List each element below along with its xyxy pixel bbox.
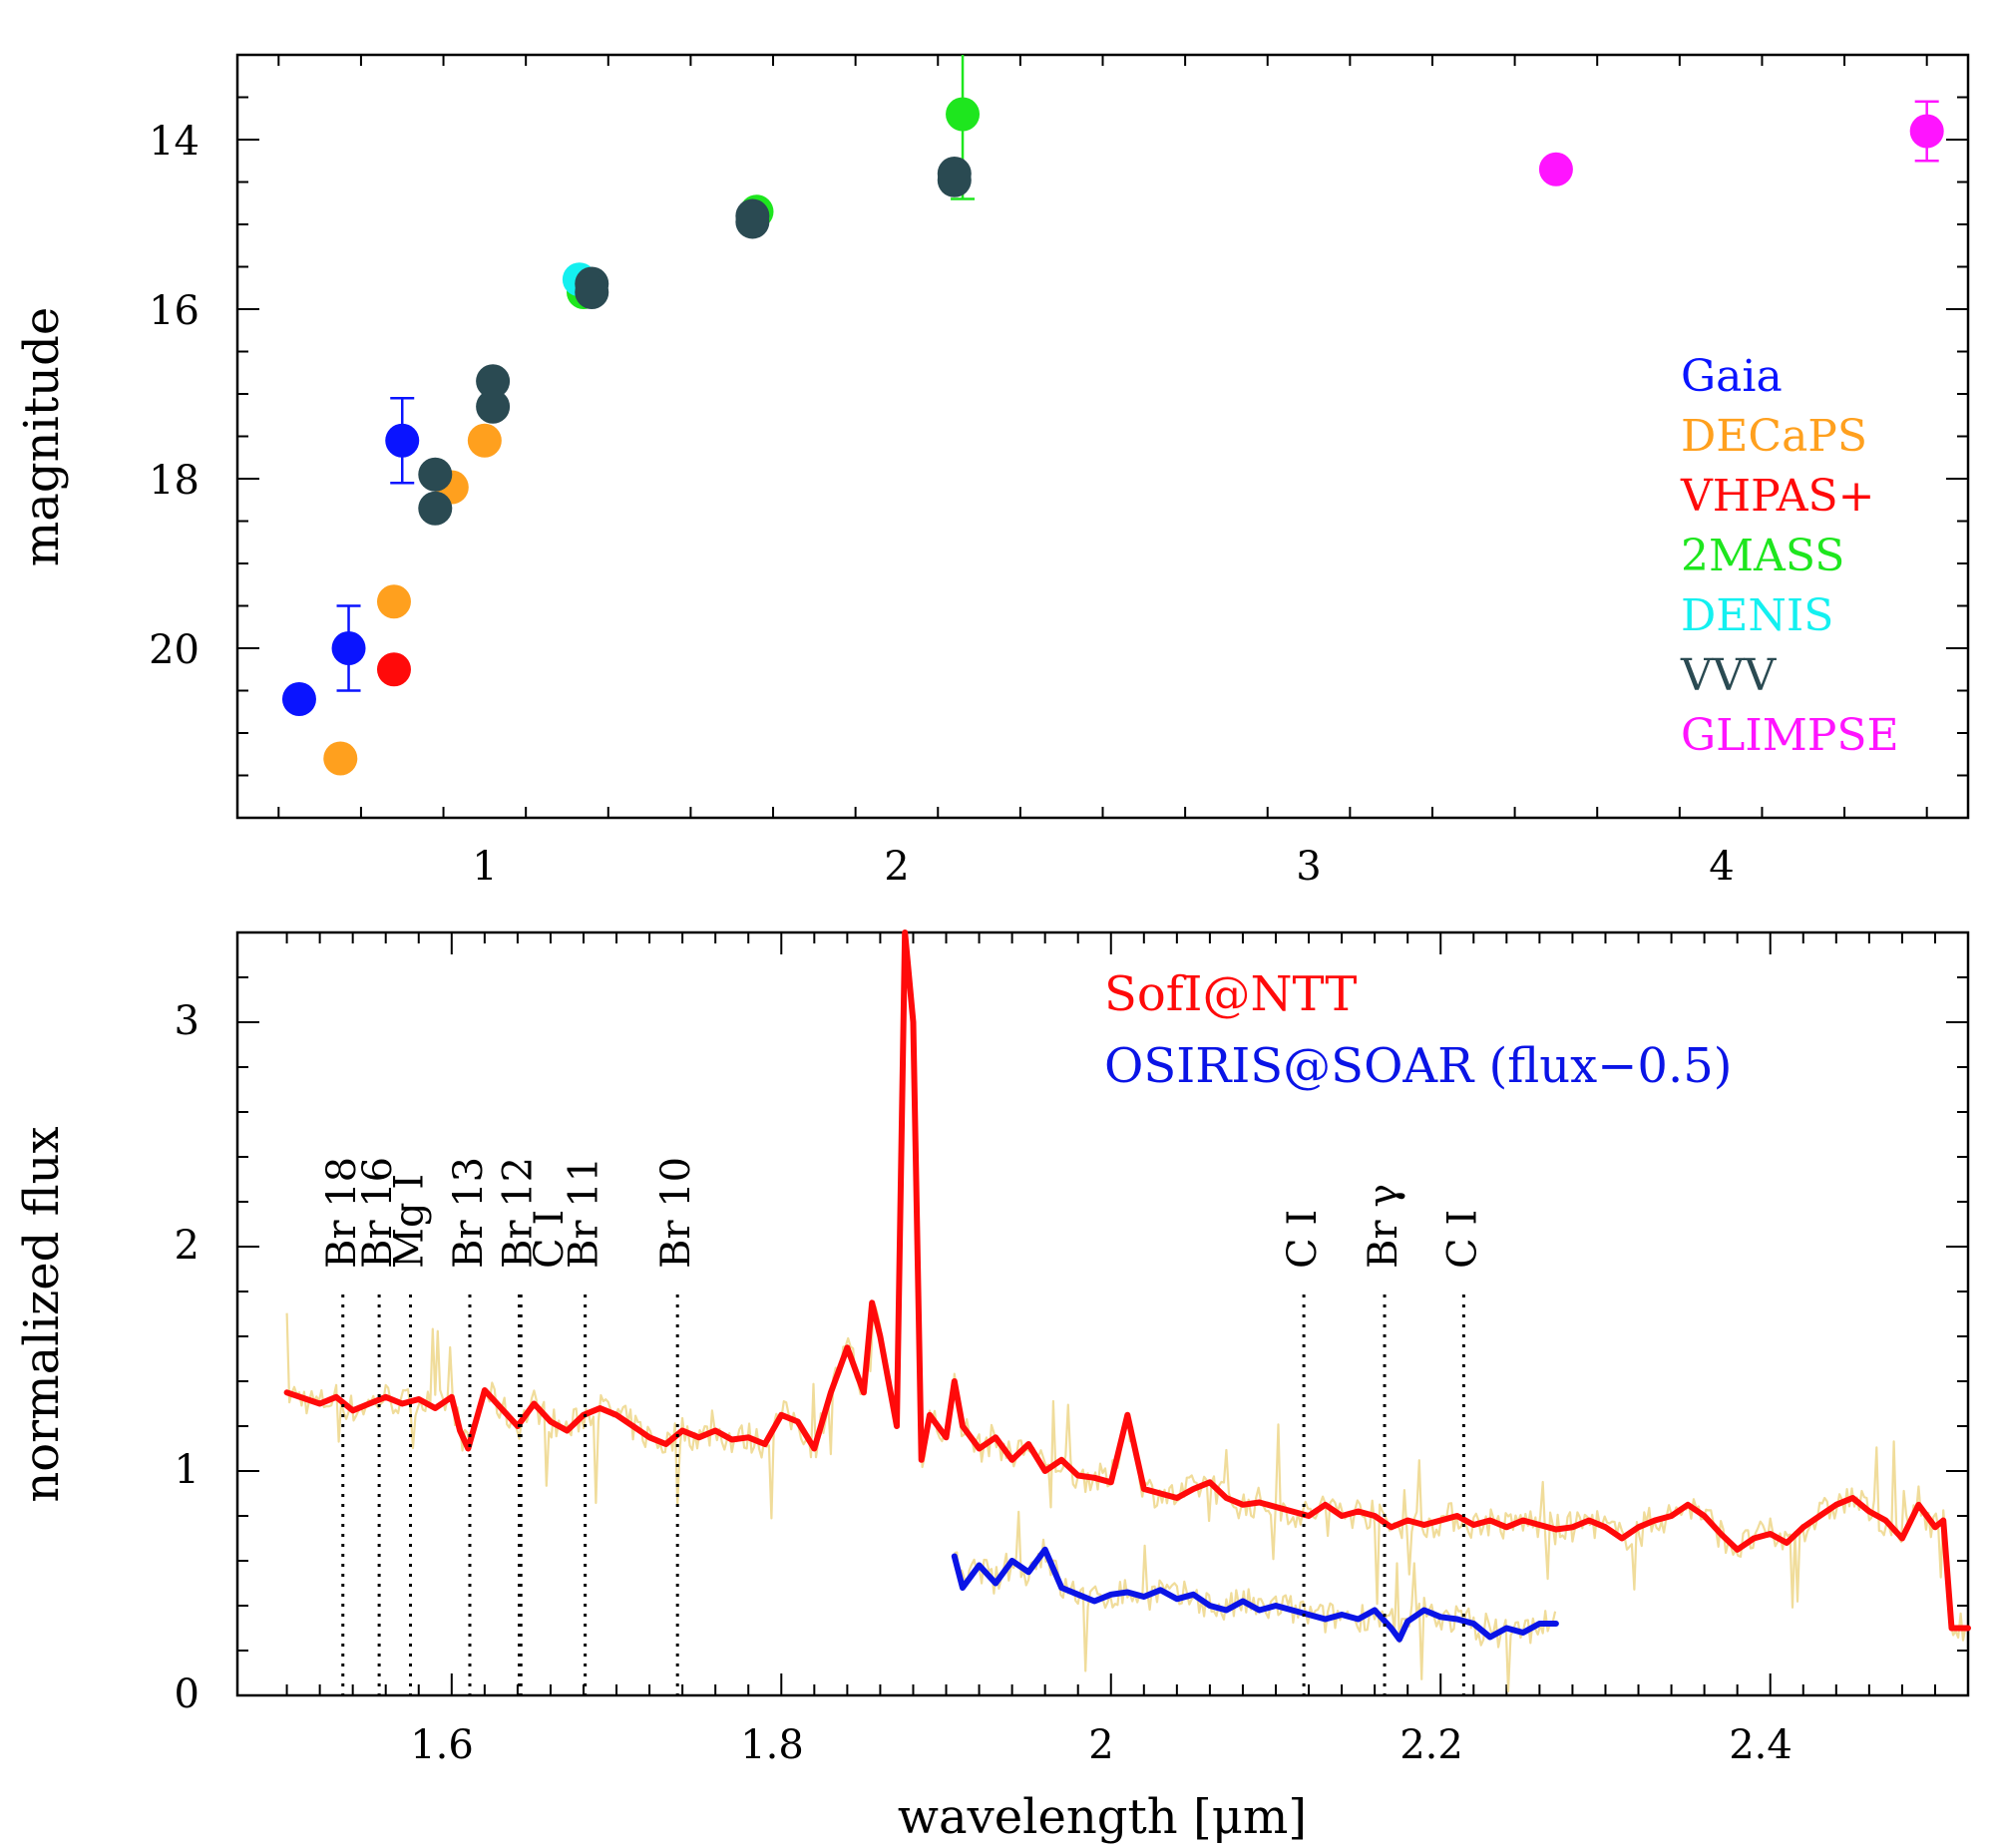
sed-legend: Gaia DECaPS VHPAS+ 2MASS DENIS VVV GLIMP… [1680, 351, 1899, 761]
legend-vhpas: VHPAS+ [1680, 471, 1875, 522]
data-point-gaia [385, 423, 420, 458]
sed-y-tick-labels: 14 16 18 20 [149, 119, 200, 673]
data-point-glimpse [1909, 114, 1944, 149]
legend-denis: DENIS [1681, 590, 1833, 641]
sed-y-axis-title: magnitude [14, 307, 70, 566]
data-point-gaia [281, 682, 316, 716]
sed-y-tick-label: 14 [149, 119, 200, 165]
sed-x-tick-labels: 1 2 3 4 [472, 844, 1734, 890]
data-point-vvv [735, 204, 770, 239]
spectrum-y-tick-label: 3 [175, 998, 200, 1044]
sed-y-tick-label: 18 [149, 458, 200, 504]
spectrum-x-tick-label: 2.2 [1399, 1722, 1463, 1768]
spectrum-x-tick-label: 2 [1088, 1722, 1113, 1768]
osiris-spectrum-line [951, 1546, 1559, 1643]
spectrum-x-tick-label: 2.4 [1729, 1722, 1793, 1768]
spectrum-x-axis-title: wavelength [μm] [898, 1789, 1307, 1845]
spectrum-y-axis-title: normalized flux [14, 1126, 70, 1502]
spectrum-y-tick-label: 2 [175, 1223, 200, 1269]
data-point-vvv [476, 389, 511, 424]
spectral-line-label: Br γ [1361, 1184, 1406, 1269]
sofi-spectrum-line [283, 929, 1971, 1632]
sed-x-tick-label: 2 [884, 844, 909, 890]
data-point-vvv [937, 163, 972, 197]
spectral-line-label: Br 18 [319, 1157, 365, 1269]
spectral-line-label: Br 16 [355, 1157, 401, 1269]
spectrum-x-tick-label: 1.6 [410, 1722, 474, 1768]
sed-y-tick-label: 16 [149, 288, 200, 334]
spectral-line-label: Br 13 [446, 1157, 492, 1269]
legend-gaia: Gaia [1681, 351, 1783, 402]
legend-2mass: 2MASS [1681, 531, 1844, 581]
sed-x-tick-label: 4 [1709, 844, 1734, 890]
legend-glimpse: GLIMPSE [1681, 710, 1899, 761]
spectral-line-label: Br 10 [653, 1157, 699, 1269]
legend-vvv: VVV [1680, 650, 1778, 701]
data-point-vvv [418, 457, 453, 492]
spectral-line-label: Mg I [387, 1174, 433, 1269]
sed-panel: 1 2 3 4 14 16 18 20 magnitude Gaia DECaP… [14, 53, 1970, 890]
spectrum-ticks [237, 931, 1969, 1696]
spectrum-y-tick-labels: 0 1 2 3 [175, 998, 200, 1717]
spectral-line-label: C I [1280, 1210, 1326, 1269]
spectral-line-label: C I [527, 1210, 573, 1269]
data-point-vvv [575, 275, 609, 309]
spectrum-x-tick-label: 1.8 [740, 1722, 804, 1768]
data-point-gaia [331, 631, 366, 665]
data-point-decaps [323, 741, 358, 776]
data-point-2mass [946, 97, 981, 132]
sed-y-tick-label: 20 [149, 627, 200, 673]
data-point-decaps [376, 584, 411, 619]
spectrum-y-tick-label: 0 [175, 1671, 200, 1717]
data-point-vvv [418, 491, 453, 526]
data-point-vhpas [376, 652, 411, 687]
sed-ticks [237, 54, 1968, 818]
legend-osiris: OSIRIS@SOAR (flux−0.5) [1104, 1038, 1732, 1094]
spectrum-plot-frame [235, 930, 1970, 1697]
spectrum-x-tick-labels: 1.6 1.8 2 2.2 2.4 [410, 1722, 1793, 1768]
sed-data-points [281, 55, 1944, 776]
sed-x-tick-label: 1 [472, 844, 497, 890]
spectrum-y-tick-label: 1 [175, 1447, 200, 1493]
data-point-glimpse [1538, 152, 1573, 186]
sed-x-tick-label: 3 [1296, 844, 1321, 890]
spectrum-series-lines [283, 929, 1971, 1643]
spectral-line-label: Br 12 [496, 1157, 542, 1269]
spectral-line-label: Br 11 [562, 1157, 607, 1269]
data-point-vvv [476, 364, 511, 399]
legend-sofi: SofI@NTT [1104, 966, 1357, 1022]
spectral-line-label: C I [1439, 1210, 1485, 1269]
data-point-decaps [467, 423, 502, 458]
spectrum-legend: SofI@NTT OSIRIS@SOAR (flux−0.5) [1104, 966, 1732, 1094]
legend-decaps: DECaPS [1681, 411, 1867, 462]
